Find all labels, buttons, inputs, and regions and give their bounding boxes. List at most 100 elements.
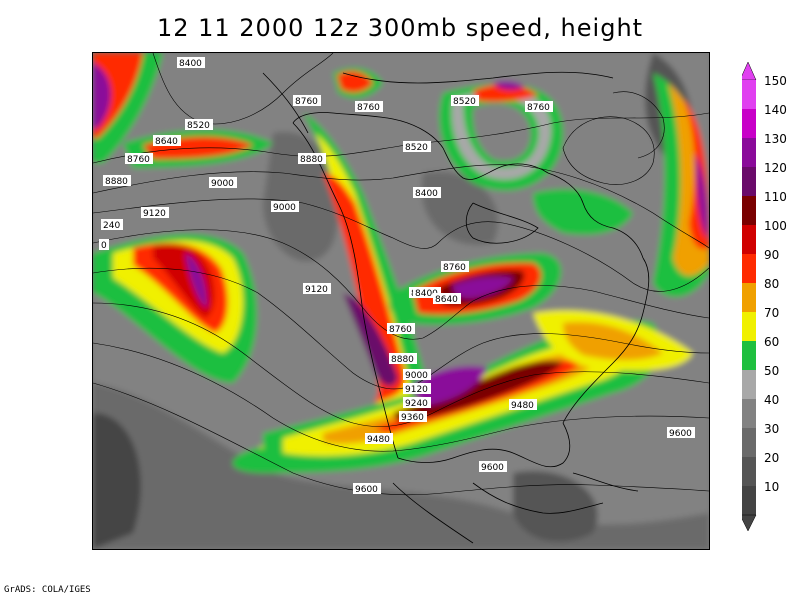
- speed-field-60: [232, 113, 433, 473]
- coastline: [465, 202, 539, 244]
- contour-label: 8880: [298, 153, 326, 165]
- height-contour-line: [93, 164, 709, 249]
- height-contours: [93, 53, 709, 496]
- legend-swatch: [742, 312, 756, 341]
- height-contour-line: [93, 382, 709, 496]
- contour-label: 8520: [451, 95, 479, 107]
- legend-swatch: [742, 138, 756, 167]
- svg-text:8760: 8760: [127, 155, 150, 165]
- svg-text:9600: 9600: [669, 429, 692, 439]
- coastline: [392, 482, 474, 544]
- svg-text:8880: 8880: [300, 155, 323, 165]
- contour-label: 8880: [103, 175, 131, 187]
- svg-text:8520: 8520: [187, 121, 210, 131]
- svg-text:8520: 8520: [405, 143, 428, 153]
- contour-label: 8640: [433, 293, 461, 305]
- contour-label: 8760: [387, 323, 415, 335]
- coastline: [472, 482, 604, 514]
- contour-label: 8520: [403, 141, 431, 153]
- svg-text:9000: 9000: [211, 179, 234, 189]
- coastline: [572, 472, 639, 492]
- speed-field-130: [453, 276, 513, 299]
- speed-field-110: [393, 360, 563, 421]
- svg-text:9120: 9120: [305, 285, 328, 295]
- legend-label: 30: [764, 422, 779, 436]
- contour-label: 8760: [293, 95, 321, 107]
- height-contour-line: [612, 91, 665, 159]
- contour-label: 9600: [353, 483, 381, 495]
- legend-swatch: [742, 283, 756, 312]
- legend-swatch: [742, 486, 756, 515]
- speed-field-130: [185, 253, 208, 308]
- wind-speed-map: 8400 8760 8760 8520 8760 8520 8640 8520 8880 8760…: [93, 53, 709, 549]
- speed-field-60: [533, 189, 633, 235]
- legend-label: 50: [764, 364, 779, 378]
- contour-label: 9480: [365, 433, 393, 445]
- legend-swatch: [742, 109, 756, 138]
- contour-label: 8760: [355, 101, 383, 113]
- height-contour-line: [93, 302, 709, 427]
- svg-text:8880: 8880: [391, 355, 414, 365]
- legend-swatch: [742, 370, 756, 399]
- svg-text:9120: 9120: [143, 209, 166, 219]
- coastline: [262, 72, 309, 134]
- speed-field-40: [472, 103, 531, 161]
- legend-label: 130: [764, 132, 787, 146]
- color-legend: 150 140 130 120 110 100 90 80 70 60 50 40 30 20 10: [742, 61, 787, 532]
- contour-label: 9240: [403, 397, 431, 409]
- legend-swatch: [742, 254, 756, 283]
- contour-label: 8520: [185, 119, 213, 131]
- coastline: [562, 257, 650, 424]
- height-contour-line: [93, 229, 709, 340]
- contour-label: 240: [101, 219, 123, 231]
- legend-top-arrow: [742, 61, 757, 81]
- contour-label: 8400: [413, 187, 441, 199]
- svg-text:0: 0: [101, 241, 107, 251]
- credit-text: GrADS: COLA/IGES: [4, 585, 91, 595]
- legend-label: 120: [764, 161, 787, 175]
- legend-label: 10: [764, 480, 779, 494]
- legend-swatch: [742, 225, 756, 254]
- legend-swatch: [742, 399, 756, 428]
- legend-swatch: [742, 341, 756, 370]
- svg-text:9600: 9600: [481, 463, 504, 473]
- speed-field-10: [93, 413, 141, 549]
- contour-label: 8760: [125, 153, 153, 165]
- legend-swatch: [742, 196, 756, 225]
- contour-label: 9600: [667, 427, 695, 439]
- svg-text:9480: 9480: [511, 401, 534, 411]
- contour-label: 8400: [177, 57, 205, 69]
- speed-field-90: [93, 53, 143, 138]
- legend-swatch: [742, 428, 756, 457]
- legend-label: 60: [764, 335, 779, 349]
- legend-label: 80: [764, 277, 779, 291]
- speed-field-130: [695, 153, 708, 238]
- contour-label: 9120: [403, 383, 431, 395]
- svg-text:8760: 8760: [295, 97, 318, 107]
- svg-text:8640: 8640: [435, 295, 458, 305]
- contour-label: 9360: [399, 411, 427, 423]
- svg-text:8400: 8400: [415, 289, 438, 299]
- legend-swatch: [742, 80, 756, 109]
- legend-label: 70: [764, 306, 779, 320]
- height-contour-line: [93, 342, 709, 452]
- svg-text:9360: 9360: [401, 413, 424, 423]
- contour-label: 9120: [141, 207, 169, 219]
- contour-label: 9480: [509, 399, 537, 411]
- svg-text:8760: 8760: [357, 103, 380, 113]
- contour-label: 9000: [271, 201, 299, 213]
- contour-label: 9120: [303, 283, 331, 295]
- legend-label: 20: [764, 451, 779, 465]
- coastline: [397, 422, 571, 468]
- legend-label: 150: [764, 74, 787, 88]
- svg-text:8760: 8760: [527, 103, 550, 113]
- speed-field-90: [473, 84, 538, 102]
- contour-label: 8640: [153, 135, 181, 147]
- legend-label: 100: [764, 219, 787, 233]
- svg-text:9120: 9120: [405, 385, 428, 395]
- legend-label: 110: [764, 190, 787, 204]
- contour-label: 0: [99, 239, 109, 251]
- speed-field-20: [513, 471, 598, 542]
- speed-field-90: [337, 71, 373, 93]
- speed-field-130: [493, 80, 525, 90]
